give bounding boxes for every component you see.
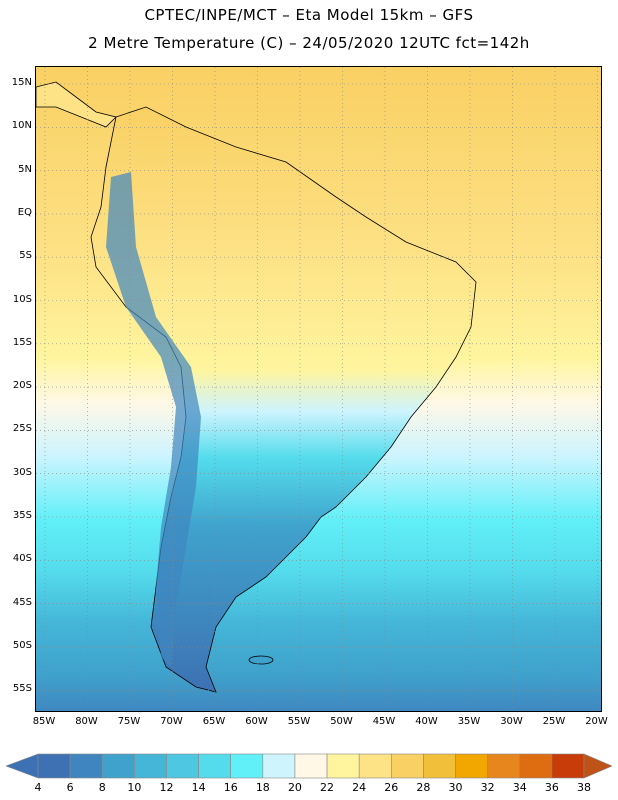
colorbar-segment: [423, 753, 456, 779]
latitude-label: 25S: [12, 423, 32, 435]
latitude-label: 10S: [12, 293, 32, 305]
colorbar-value-label: 22: [320, 781, 335, 794]
latitude-label: 55S: [12, 683, 32, 695]
colorbar-value-label: 18: [255, 781, 270, 794]
latitude-label: 5N: [18, 163, 32, 175]
latitude-label: 45S: [12, 596, 32, 608]
colorbar-value-label: 26: [384, 781, 399, 794]
colorbar-value-label: 28: [416, 781, 431, 794]
longitude-label: 85W: [32, 716, 56, 727]
colorbar-min-arrow: [6, 753, 39, 779]
colorbar-segment: [166, 753, 199, 779]
longitude-label: 25W: [542, 716, 566, 727]
latitude-label: 5S: [19, 250, 32, 262]
colorbar-segment: [358, 753, 392, 779]
longitude-label: 30W: [500, 716, 523, 727]
latitude-label: 15N: [11, 77, 32, 88]
latitude-label: 20S: [12, 380, 32, 392]
latitude-label: 35S: [12, 510, 32, 521]
colorbar-value-label: 30: [448, 781, 463, 794]
colorbar-value-label: 38: [577, 781, 591, 794]
colorbar-value-label: 14: [191, 781, 206, 794]
central-america: [36, 81, 117, 128]
colorbar-segment: [69, 753, 103, 779]
temperature-colorbar: [6, 753, 612, 779]
temperature-map: [35, 66, 602, 712]
colorbar-segment: [198, 753, 232, 779]
colorbar-value-label: 34: [512, 781, 527, 794]
latitude-label: 40S: [12, 553, 32, 565]
colorbar-value-label: 10: [127, 781, 142, 794]
map-title-line1: CPTEC/INPE/MCT – Eta Model 15km – GFS: [144, 6, 474, 24]
colorbar-value-label: 32: [480, 781, 495, 794]
colorbar-value-label: 6: [66, 781, 74, 794]
latitude-label: 15S: [12, 336, 32, 348]
colorbar-segment: [101, 753, 135, 779]
colorbar-max-arrow: [583, 753, 612, 779]
colorbar-value-label: 24: [352, 781, 367, 794]
colorbar-segment: [487, 753, 521, 779]
colorbar-segment: [230, 753, 264, 779]
colorbar-segment: [519, 753, 553, 779]
colorbar-value-label: 16: [223, 781, 238, 794]
colorbar-segment: [390, 753, 424, 779]
latitude-label: 30S: [12, 466, 32, 478]
longitude-label: 45W: [372, 716, 396, 727]
latitude-label: EQ: [17, 206, 32, 218]
longitude-label: 20W: [585, 716, 608, 727]
map-title-line2: 2 Metre Temperature (C) – 24/05/2020 12U…: [88, 34, 530, 52]
colorbar-segment: [294, 753, 328, 779]
colorbar-value-label: 8: [98, 781, 106, 794]
colorbar-value-label: 4: [34, 781, 42, 794]
longitude-label: 80W: [75, 716, 98, 727]
latitude-label: 50S: [12, 639, 32, 651]
latitude-label: 10N: [11, 120, 32, 132]
longitude-label: 55W: [287, 716, 311, 727]
longitude-label: 50W: [330, 716, 353, 727]
colorbar-segment: [134, 753, 167, 779]
longitude-label: 60W: [245, 716, 268, 727]
colorbar-segment: [455, 753, 488, 779]
colorbar-segment: [37, 753, 71, 779]
longitude-label: 40W: [415, 716, 438, 727]
longitude-label: 70W: [160, 716, 183, 727]
colorbar-segment: [262, 753, 296, 779]
longitude-label: 75W: [117, 716, 141, 727]
colorbar-value-label: 20: [287, 781, 302, 794]
falkland-islands: [248, 655, 274, 665]
temperature-map-canvas: [36, 67, 601, 711]
longitude-label: 35W: [457, 716, 481, 727]
map-gridlines: [36, 67, 601, 711]
colorbar-segment: [326, 753, 360, 779]
colorbar-segment: [551, 753, 585, 779]
colorbar-value-label: 36: [544, 781, 559, 794]
colorbar-value-label: 12: [159, 781, 174, 794]
longitude-label: 65W: [202, 716, 226, 727]
